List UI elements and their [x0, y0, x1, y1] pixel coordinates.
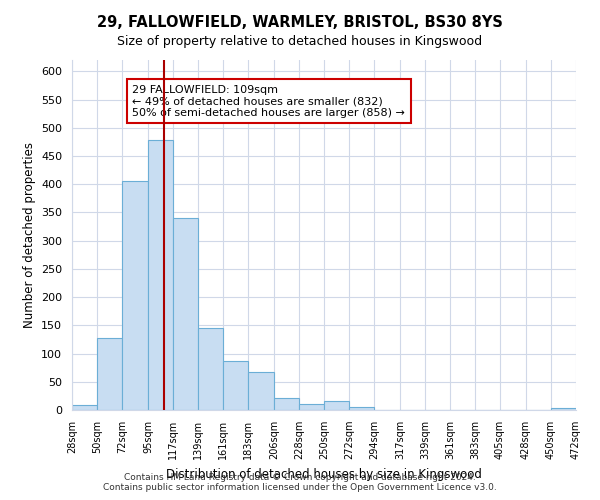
- Bar: [148, 140, 173, 410]
- Y-axis label: Number of detached properties: Number of detached properties: [23, 142, 35, 328]
- Text: Contains HM Land Registry data © Crown copyright and database right 2024.
Contai: Contains HM Land Registry data © Crown c…: [103, 473, 497, 492]
- Bar: [72, 406, 97, 410]
- Bar: [122, 182, 148, 410]
- Bar: [274, 398, 299, 410]
- X-axis label: Distribution of detached houses by size in Kingswood: Distribution of detached houses by size …: [166, 468, 482, 480]
- Bar: [299, 404, 324, 410]
- Text: 29, FALLOWFIELD, WARMLEY, BRISTOL, BS30 8YS: 29, FALLOWFIELD, WARMLEY, BRISTOL, BS30 …: [97, 15, 503, 30]
- Bar: [198, 328, 223, 410]
- Bar: [223, 362, 248, 410]
- Bar: [349, 406, 374, 410]
- Bar: [173, 218, 198, 410]
- Bar: [324, 401, 349, 410]
- Bar: [97, 338, 122, 410]
- Bar: [248, 372, 274, 410]
- Text: Size of property relative to detached houses in Kingswood: Size of property relative to detached ho…: [118, 35, 482, 48]
- Text: 29 FALLOWFIELD: 109sqm
← 49% of detached houses are smaller (832)
50% of semi-de: 29 FALLOWFIELD: 109sqm ← 49% of detached…: [133, 84, 406, 117]
- Bar: [551, 408, 576, 410]
